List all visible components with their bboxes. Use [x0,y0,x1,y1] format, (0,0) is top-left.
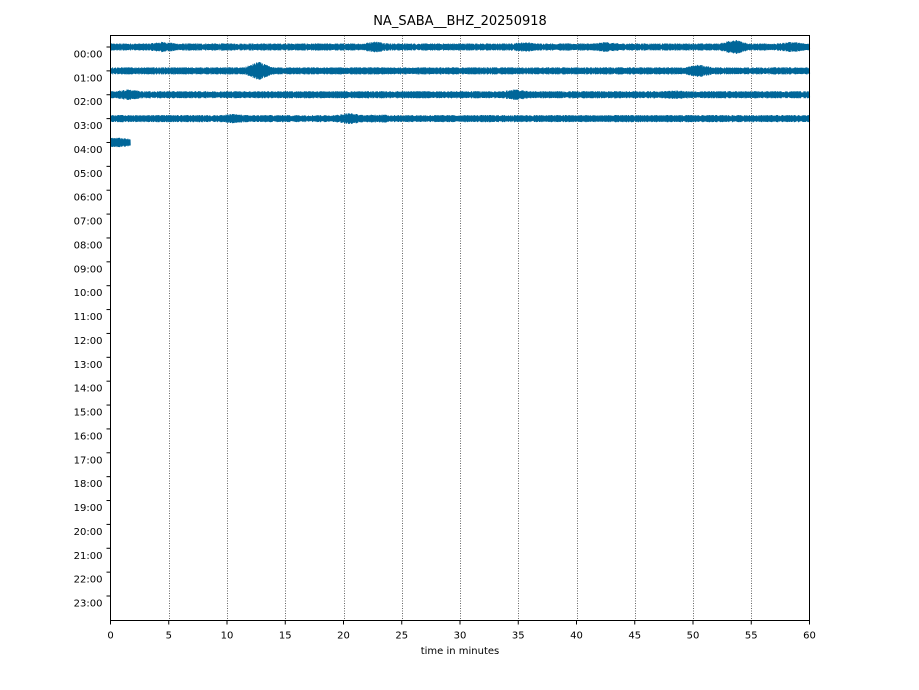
y-tick-label-05:00: 05:00 [74,169,103,180]
x-tick-label-35: 35 [512,631,525,642]
trace-01:00 [110,62,811,80]
y-tick-label-19:00: 19:00 [74,503,103,514]
y-tick-label-20:00: 20:00 [74,527,103,538]
y-tick-label-01:00: 01:00 [74,73,103,84]
x-tick-label-60: 60 [803,631,816,642]
x-tick-label-40: 40 [570,631,583,642]
x-tick-label-30: 30 [454,631,467,642]
x-tick-label-20: 20 [337,631,350,642]
y-tick-label-09:00: 09:00 [74,264,103,275]
x-axis-ticks: 0 5 10 15 20 25 30 35 40 45 50 55 60 [107,620,816,642]
y-tick-label-08:00: 08:00 [74,240,103,251]
x-tick-label-55: 55 [745,631,758,642]
grid-lines [169,35,752,621]
x-tick-label-25: 25 [395,631,408,642]
y-tick-label-13:00: 13:00 [74,360,103,371]
x-axis-label: time in minutes [421,646,500,657]
trace-02:00 [110,89,811,100]
y-tick-label-02:00: 02:00 [74,97,103,108]
y-tick-label-15:00: 15:00 [74,408,103,419]
y-tick-label-04:00: 04:00 [74,145,103,156]
y-tick-label-23:00: 23:00 [74,599,103,610]
y-axis-ticks: 00:00 01:00 02:00 03:00 04:00 05:00 06:00 07:00… [74,46,111,610]
y-tick-label-03:00: 03:00 [74,121,103,132]
y-tick-label-07:00: 07:00 [74,217,103,228]
chart-title: NA_SABA__BHZ_20250918 [373,14,547,29]
x-tick-label-10: 10 [221,631,234,642]
y-tick-label-22:00: 22:00 [74,575,103,586]
trace-04:00 [110,137,131,148]
x-tick-label-5: 5 [166,631,172,642]
x-tick-label-50: 50 [687,631,700,642]
y-tick-label-10:00: 10:00 [74,288,103,299]
trace-03:00 [110,113,811,124]
x-tick-label-15: 15 [279,631,292,642]
y-tick-label-11:00: 11:00 [74,312,103,323]
trace-00:00 [110,40,811,54]
y-tick-label-21:00: 21:00 [74,551,103,562]
y-tick-label-16:00: 16:00 [74,431,103,442]
y-tick-label-14:00: 14:00 [74,384,103,395]
y-tick-label-06:00: 06:00 [74,193,103,204]
trace-layer [110,40,811,148]
x-tick-label-45: 45 [628,631,641,642]
y-tick-label-12:00: 12:00 [74,336,103,347]
y-tick-label-18:00: 18:00 [74,479,103,490]
x-tick-label-0: 0 [107,631,113,642]
plot-frame [110,35,810,621]
y-tick-label-00:00: 00:00 [74,50,103,61]
y-tick-label-17:00: 17:00 [74,455,103,466]
